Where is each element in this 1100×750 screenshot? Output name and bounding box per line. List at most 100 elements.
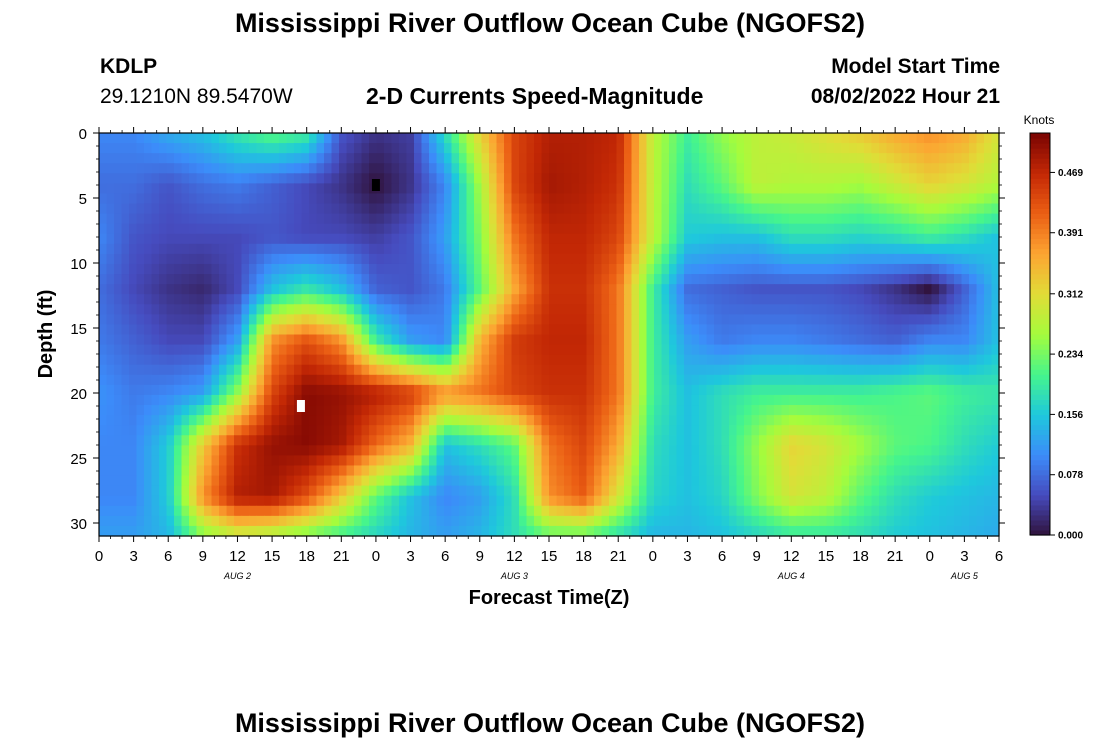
heatmap-cell [511,263,520,275]
heatmap-cell [894,163,903,174]
heatmap-cell [579,415,588,426]
heatmap-cell [961,425,970,436]
heatmap-cell [601,475,610,487]
heatmap-cell [646,243,655,255]
heatmap-cell [954,324,963,336]
heatmap-cell [871,314,880,326]
heatmap-cell [429,314,438,326]
heatmap-cell [984,515,993,527]
heatmap-cell [226,354,235,366]
heatmap-cell [969,425,978,436]
heatmap-cell [571,344,580,356]
heatmap-cell [504,284,513,295]
heatmap-cell [286,163,295,174]
heatmap-cell [736,445,745,456]
heatmap-cell [279,203,288,215]
heatmap-cell [504,445,513,456]
heatmap-cell [324,445,333,456]
heatmap-cell [751,415,760,426]
heatmap-cell [834,495,843,507]
heatmap-cell [264,193,273,205]
heatmap-cell [856,314,865,326]
heatmap-cell [474,183,483,195]
heatmap-cell [961,354,970,366]
heatmap-cell [114,364,123,376]
heatmap-cell [114,354,123,366]
heatmap-cell [991,163,1000,174]
heatmap-cell [181,193,190,205]
heatmap-cell [969,253,978,265]
heatmap-cell [594,485,603,497]
heatmap-cell [594,515,603,527]
heatmap-cell [309,233,318,245]
heatmap-cell [541,193,550,205]
heatmap-cell [894,394,903,406]
heatmap-cell [249,394,258,406]
heatmap-cell [631,354,640,366]
heatmap-cell [744,133,753,144]
heatmap-cell [391,163,400,174]
heatmap-cell [436,425,445,436]
heatmap-cell [361,284,370,295]
heatmap-cell [871,233,880,245]
heatmap-cell [166,324,175,336]
heatmap-cell [549,163,558,174]
heatmap-cell [616,294,625,305]
heatmap-cell [901,143,910,154]
heatmap-cell [151,213,160,225]
heatmap-cell [969,284,978,295]
heatmap-cell [159,485,168,497]
heatmap-cell [129,515,138,527]
heatmap-cell [991,203,1000,215]
heatmap-cell [916,274,925,285]
heatmap-cell [804,153,813,164]
heatmap-cell [474,465,483,477]
heatmap-cell [751,334,760,346]
heatmap-cell [384,505,393,517]
heatmap-cell [616,314,625,326]
heatmap-cell [114,394,123,406]
heatmap-cell [961,203,970,215]
heatmap-cell [384,193,393,205]
heatmap-cell [564,455,573,467]
heatmap-cell [481,324,490,336]
heatmap-cell [886,284,895,295]
heatmap-cell [189,465,198,477]
heatmap-cell [114,213,123,225]
heatmap-cell [421,284,430,295]
heatmap-cell [684,243,693,255]
heatmap-cell [729,253,738,265]
heatmap-cell [901,485,910,497]
heatmap-cell [256,143,265,154]
heatmap-cell [706,425,715,436]
heatmap-cell [211,183,220,195]
heatmap-cell [856,304,865,315]
heatmap-cell [669,485,678,497]
heatmap-cell [744,374,753,386]
heatmap-cell [346,515,355,527]
heatmap-cell [504,384,513,396]
heatmap-cell [811,263,820,275]
heatmap-cell [99,143,108,154]
heatmap-cell [804,304,813,315]
heatmap-cell [436,163,445,174]
heatmap-cell [931,304,940,315]
heatmap-cell [151,233,160,245]
heatmap-cell [804,515,813,527]
heatmap-cell [781,163,790,174]
heatmap-cell [946,394,955,406]
heatmap-cell [826,274,835,285]
heatmap-cell [339,143,348,154]
heatmap-cell [339,344,348,356]
heatmap-cell [796,485,805,497]
heatmap-cell [294,284,303,295]
heatmap-cell [511,425,520,436]
heatmap-cell [391,465,400,477]
heatmap-cell [369,475,378,487]
heatmap-cell [226,425,235,436]
heatmap-cell [556,243,565,255]
heatmap-cell [174,193,183,205]
heatmap-cell [481,384,490,396]
heatmap-cell [856,153,865,164]
heatmap-cell [976,284,985,295]
